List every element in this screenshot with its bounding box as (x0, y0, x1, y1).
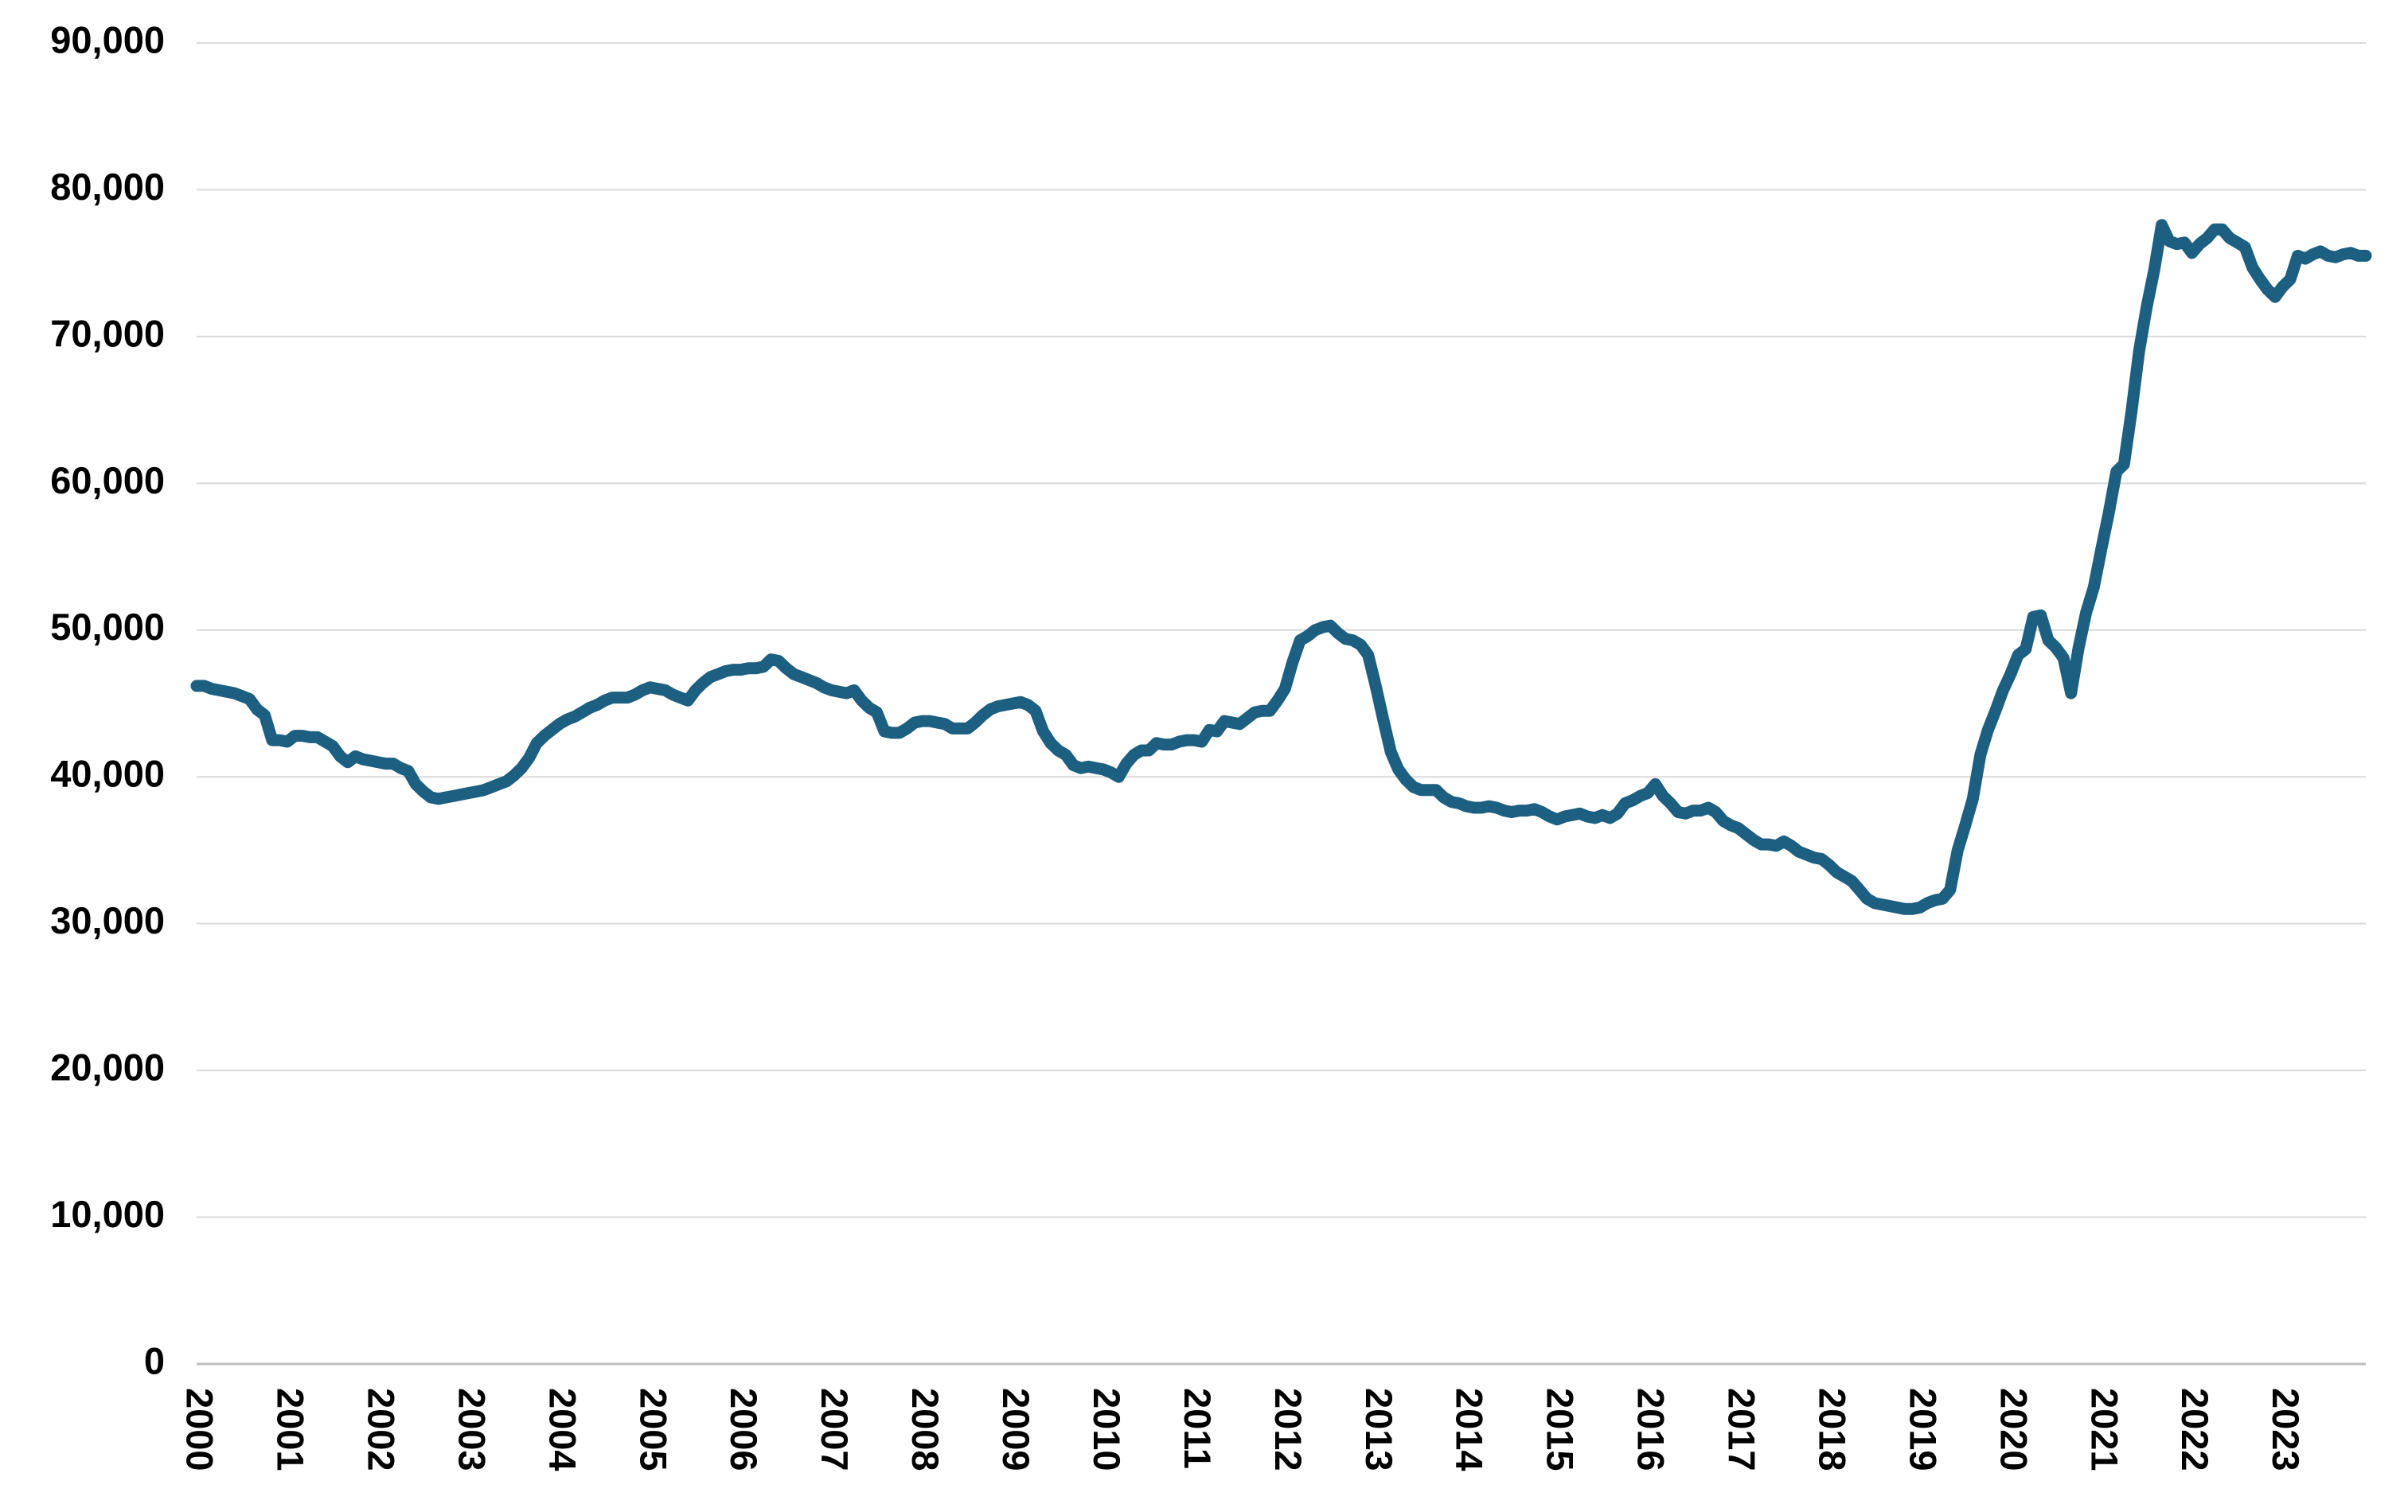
x-tick-label: 2016 (1630, 1388, 1672, 1471)
x-tick-label: 2019 (1902, 1388, 1944, 1471)
x-tick-label: 2006 (723, 1388, 765, 1471)
y-tick-label: 90,000 (50, 18, 165, 60)
y-tick-label: 0 (144, 1339, 165, 1381)
x-tick-label: 2017 (1721, 1388, 1763, 1471)
x-tick-label: 2001 (270, 1388, 312, 1471)
x-tick-label: 2011 (1177, 1388, 1219, 1469)
y-tick-label: 60,000 (50, 459, 165, 501)
x-tick-label: 2000 (179, 1388, 221, 1471)
x-tick-label: 2004 (541, 1388, 583, 1471)
x-tick-label: 2005 (632, 1388, 674, 1471)
x-tick-label: 2022 (2174, 1388, 2216, 1471)
y-tick-label: 50,000 (50, 606, 165, 648)
x-tick-label: 2023 (2265, 1388, 2307, 1471)
x-tick-label: 2021 (2083, 1388, 2125, 1471)
y-tick-label: 10,000 (50, 1193, 165, 1235)
y-tick-label: 80,000 (50, 166, 165, 208)
x-tick-label: 2014 (1449, 1388, 1491, 1471)
y-tick-label: 20,000 (50, 1046, 165, 1089)
y-tick-label: 70,000 (50, 312, 165, 354)
x-tick-label: 2010 (1086, 1388, 1128, 1471)
data-line (190, 219, 2372, 915)
x-tick-label: 2008 (904, 1388, 946, 1471)
y-tick-label: 40,000 (50, 753, 165, 795)
x-tick-label: 2012 (1267, 1388, 1309, 1471)
x-tick-label: 2002 (360, 1388, 402, 1471)
x-tick-label: 2013 (1358, 1388, 1400, 1471)
x-tick-label: 2007 (814, 1388, 856, 1471)
y-tick-label: 30,000 (50, 899, 165, 941)
x-tick-label: 2020 (1992, 1388, 2035, 1471)
x-tick-label: 2003 (451, 1388, 493, 1471)
x-tick-label: 2018 (1811, 1388, 1853, 1471)
x-tick-label: 2009 (995, 1388, 1037, 1471)
x-tick-label: 2015 (1540, 1388, 1582, 1471)
